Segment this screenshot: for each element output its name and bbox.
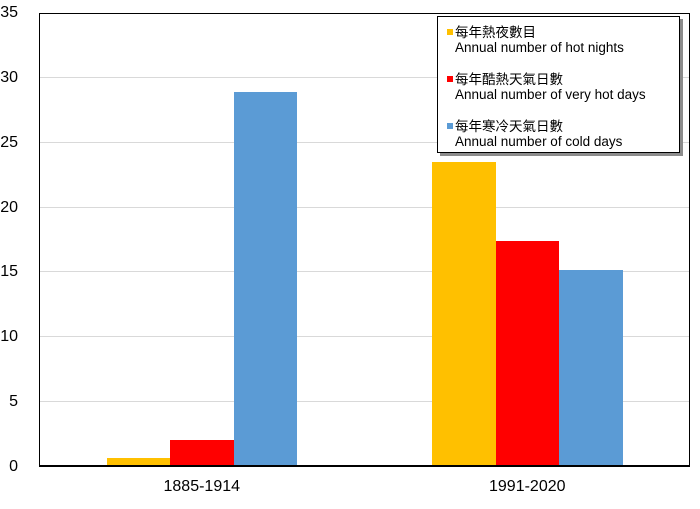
chart-legend: 每年熱夜數目 Annual number of hot nights 每年酷熱天… [437,16,680,153]
gridline-30 [39,76,690,78]
legend-label-zh: 每年熱夜數目 [455,25,536,40]
bar-1991-2020-series-0 [432,162,496,467]
gridline-25 [39,141,690,143]
legend-entry-very-hot-days: 每年酷熱天氣日數 Annual number of very hot days [447,72,679,102]
legend-entry-cold-days: 每年寒冷天氣日數 Annual number of cold days [447,119,679,149]
x-category-label-1885-1914: 1885-1914 [163,478,241,495]
legend-marker-very-hot-days [447,76,453,82]
legend-label-en: Annual number of cold days [455,134,623,149]
bar-1885-1914-series-0 [106,457,170,467]
x-category-label-1991-2020: 1991-2020 [488,478,566,495]
legend-label-zh: 每年酷熱天氣日數 [455,72,563,87]
y-tick-label-35: 35 [0,4,18,21]
legend-marker-cold-days [447,123,453,129]
legend-label-en: Annual number of hot nights [455,40,624,55]
y-tick-label-10: 10 [0,328,18,346]
gridline-5 [39,401,690,403]
y-tick-label-5: 5 [9,393,18,411]
legend-label-en: Annual number of very hot days [455,87,646,102]
gridline-20 [39,206,690,208]
bar-1991-2020-series-1 [495,241,559,467]
gridline-15 [39,271,690,273]
legend-label-zh: 每年寒冷天氣日數 [455,119,563,134]
y-tick-label-30: 30 [0,68,18,86]
y-tick-label-15: 15 [0,263,18,281]
bar-1885-1914-series-2 [233,92,297,467]
plot-area [39,13,690,467]
y-tick-label-25: 25 [0,133,18,151]
legend-marker-hot-nights [447,29,453,35]
bar-1885-1914-series-1 [170,439,234,467]
gridline-10 [39,336,690,338]
bar-1991-2020-series-2 [559,269,623,467]
legend-entry-hot-nights: 每年熱夜數目 Annual number of hot nights [447,25,679,55]
y-tick-label-0: 0 [9,458,18,475]
y-tick-label-20: 20 [0,198,18,216]
